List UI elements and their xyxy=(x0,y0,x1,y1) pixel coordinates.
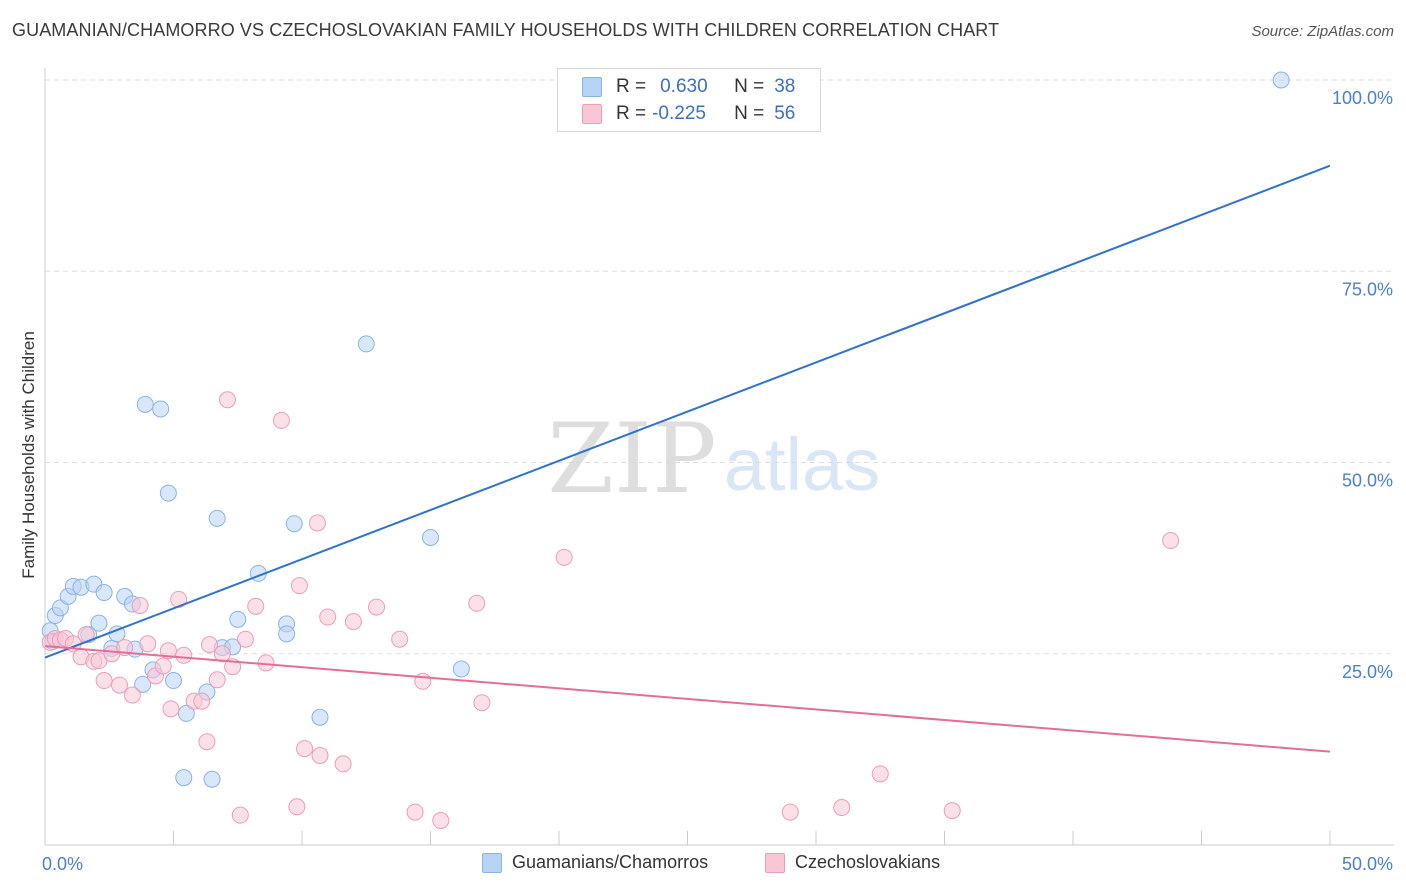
grid-layer xyxy=(45,79,1394,655)
czechoslovakian-point xyxy=(833,799,851,817)
guamanian-point xyxy=(90,614,108,632)
guamanian-point xyxy=(1272,71,1290,89)
guamanian-point xyxy=(165,672,182,690)
czechoslovakian-point xyxy=(296,740,314,758)
czechoslovakian-point xyxy=(1162,532,1180,550)
legend-r-value: -0.225 xyxy=(652,103,706,124)
czechoslovakian-point xyxy=(154,657,172,675)
czechoslovakian-point xyxy=(247,597,265,615)
czechoslovakian-point xyxy=(231,806,249,824)
czechoslovakian-point xyxy=(198,733,216,751)
watermark-atlas: atlas xyxy=(724,423,880,506)
points-layer xyxy=(41,71,1290,830)
czechoslovakian-point xyxy=(473,694,491,712)
legend-n-value: 38 xyxy=(774,76,796,97)
guamanian-point xyxy=(285,515,303,533)
label-layer: 25.0% 50.0% 75.0% 100.0% 0.0% 50.0% xyxy=(42,88,1393,874)
y-tick-label: 25.0% xyxy=(1342,662,1393,682)
guamanian-point xyxy=(278,625,296,643)
czechoslovakian-point xyxy=(406,803,424,821)
guamanian-point xyxy=(177,704,195,722)
czechoslovakian-point xyxy=(781,803,799,821)
guamanian-trend-line xyxy=(44,164,1331,659)
czechoslovakian-trend-line xyxy=(44,645,1331,753)
legend-swatch-pink xyxy=(582,104,602,124)
czechoslovakian-point xyxy=(290,577,308,595)
czechoslovakian-point xyxy=(272,411,290,429)
watermark-zip: ZIP xyxy=(547,403,716,515)
czechoslovakian-point xyxy=(175,646,193,664)
czechoslovakian-point xyxy=(159,642,177,660)
legend-r-label: R = xyxy=(616,76,647,97)
y-tick-label: 100.0% xyxy=(1332,88,1393,108)
guamanian-point xyxy=(175,769,193,787)
czechoslovakian-point xyxy=(391,630,409,648)
legend-n-label: N = xyxy=(734,103,765,124)
trend-layer xyxy=(44,164,1331,753)
x-tick-label: 50.0% xyxy=(1342,854,1393,874)
bottom-legend-czechoslovakians: Czechoslovakians xyxy=(765,852,940,873)
czechoslovakian-point xyxy=(308,514,326,532)
watermark: ZIP atlas xyxy=(547,403,880,515)
y-tick-label: 50.0% xyxy=(1342,471,1393,491)
guamanian-point xyxy=(229,610,247,628)
czechoslovakian-point xyxy=(555,548,573,566)
legend-r-value: 0.630 xyxy=(660,76,708,97)
guamanian-point xyxy=(136,395,154,413)
czechoslovakian-point xyxy=(200,636,218,654)
guamanian-point xyxy=(452,660,470,678)
y-axis-title: Family Households with Children xyxy=(19,331,38,579)
czechoslovakian-point xyxy=(213,645,231,663)
bottom-legend-label: Czechoslovakians xyxy=(795,852,941,872)
guamanian-point xyxy=(422,528,439,546)
guamanian-point xyxy=(311,708,329,726)
bottom-legend-swatch-pink xyxy=(765,852,785,873)
czechoslovakian-point xyxy=(344,613,362,631)
legend-n-label: N = xyxy=(734,76,765,97)
legend-row-guamanians: R = 0.630 N = 38 xyxy=(582,75,795,99)
guamanian-point xyxy=(152,400,170,418)
czechoslovakian-point xyxy=(208,671,226,689)
y-tick-label: 75.0% xyxy=(1342,279,1393,299)
czechoslovakian-point xyxy=(368,598,386,616)
czechoslovakian-point xyxy=(319,608,337,626)
czechoslovakian-point xyxy=(236,630,254,648)
czechoslovakian-point xyxy=(139,635,157,653)
guamanian-point xyxy=(95,584,113,602)
guamanian-point xyxy=(159,484,177,502)
czechoslovakian-point xyxy=(193,692,211,710)
legend-r-label: R = xyxy=(616,103,647,124)
guamanian-point xyxy=(203,770,221,788)
bottom-legend-swatch-blue xyxy=(482,852,502,873)
guamanian-point xyxy=(208,509,226,527)
bottom-legend-label: Guamanians/Chamorros xyxy=(512,852,709,872)
czechoslovakian-point xyxy=(432,812,450,830)
czechoslovakian-point xyxy=(111,676,129,694)
legend-row-czechoslovakians: R = -0.225 N = 56 xyxy=(582,102,795,126)
czechoslovakian-point xyxy=(131,597,149,615)
czechoslovakian-point xyxy=(288,798,306,816)
source-label: Source: ZipAtlas.com xyxy=(1251,23,1394,40)
guamanian-point xyxy=(134,675,152,693)
czechoslovakian-point xyxy=(943,802,961,820)
axis-layer xyxy=(44,68,1394,846)
x-tick-label: 0.0% xyxy=(42,854,83,874)
czechoslovakian-point xyxy=(334,755,352,773)
legend-swatch-blue xyxy=(582,77,602,97)
czechoslovakian-point xyxy=(123,686,141,704)
stats-legend: R = 0.630 N = 38 R = -0.225 N = 56 xyxy=(557,68,821,132)
czechoslovakian-point xyxy=(162,700,180,718)
czechoslovakian-point xyxy=(218,391,236,409)
bottom-legend: Guamanians/Chamorros Czechoslovakians xyxy=(0,852,1406,878)
czechoslovakian-point xyxy=(311,746,329,764)
guamanian-point xyxy=(357,335,375,353)
legend-n-value: 56 xyxy=(774,103,796,124)
chart-title: GUAMANIAN/CHAMORRO VS CZECHOSLOVAKIAN FA… xyxy=(12,20,1000,40)
czechoslovakian-point xyxy=(468,594,486,612)
bottom-legend-guamanians: Guamanians/Chamorros xyxy=(482,852,708,873)
czechoslovakian-point xyxy=(871,765,889,783)
czechoslovakian-point xyxy=(95,672,113,690)
